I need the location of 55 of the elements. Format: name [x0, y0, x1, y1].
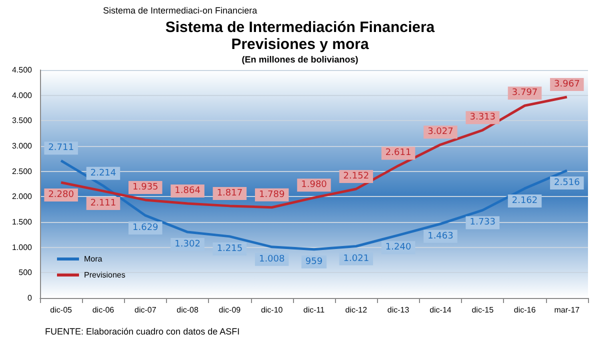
x-tick-label: dic-15	[472, 306, 494, 314]
data-label: 1.864	[174, 186, 201, 196]
data-label: 1.817	[216, 188, 243, 198]
x-tick-label: dic-12	[345, 306, 368, 314]
y-tick-label: 4.500	[12, 66, 33, 74]
chart-subtitle: (En millones de bolivianos)	[242, 54, 358, 64]
data-label: 1.215	[216, 244, 243, 254]
x-tick-label: dic-06	[92, 306, 115, 314]
data-label: 2.162	[512, 196, 538, 206]
data-label: 959	[305, 256, 323, 267]
legend-label: Previsiones	[84, 270, 126, 280]
y-tick-label: 1.500	[12, 218, 33, 226]
data-label: 2.111	[90, 198, 116, 209]
data-label: 1.021	[343, 254, 370, 264]
data-label: 3.313	[470, 112, 496, 123]
data-label: 1.463	[428, 231, 454, 242]
x-tick-label: mar-17	[554, 306, 580, 314]
x-tick-label: dic-08	[176, 306, 199, 314]
y-tick-label: 2.000	[12, 192, 33, 202]
x-tick-label: dic-13	[387, 306, 410, 314]
data-label: 1.935	[132, 182, 158, 192]
data-label: 1.733	[470, 218, 496, 228]
data-label: 2.516	[554, 178, 580, 188]
x-tick-label: dic-10	[260, 306, 284, 314]
x-tick-label: dic-09	[218, 306, 242, 314]
y-tick-label: 4.000	[12, 90, 33, 100]
source-note: FUENTE: Elaboración cuadro con datos de ASFI	[45, 326, 240, 336]
x-tick-label: dic-05	[50, 306, 73, 314]
x-tick-label: dic-07	[134, 306, 157, 314]
data-label: 1.980	[301, 180, 328, 190]
data-label: 3.967	[554, 80, 580, 90]
data-label: 2.611	[385, 148, 412, 158]
legend-label: Mora	[84, 254, 103, 264]
data-label: 1.789	[258, 190, 285, 200]
chart-title: Sistema de Intermediación Financiera Previsiones y mora	[165, 19, 436, 53]
y-tick-label: 2.500	[12, 166, 33, 176]
data-label: 2.152	[343, 171, 370, 182]
x-tick-label: dic-11	[303, 306, 326, 314]
data-label: 2.214	[90, 168, 116, 178]
data-label: 3.027	[428, 127, 454, 138]
y-tick-label: 500	[18, 268, 33, 278]
data-label: 3.797	[512, 88, 538, 98]
y-tick-label: 0	[28, 294, 33, 302]
data-label: 1.240	[385, 242, 412, 253]
text: Sistema de Intermediaci-on Financiera	[103, 6, 258, 16]
x-tick-label: dic-14	[430, 306, 452, 314]
x-tick-label: dic-16	[514, 306, 536, 314]
y-tick-label: 3.000	[12, 142, 33, 150]
data-label: 1.008	[258, 254, 285, 264]
data-label: 2.280	[48, 190, 74, 200]
y-tick-label: 1.000	[12, 242, 33, 252]
y-tick-label: 3.500	[12, 116, 33, 126]
data-label: 1.629	[132, 222, 159, 233]
data-label: 1.302	[174, 240, 200, 250]
data-label: 2.711	[48, 143, 74, 154]
